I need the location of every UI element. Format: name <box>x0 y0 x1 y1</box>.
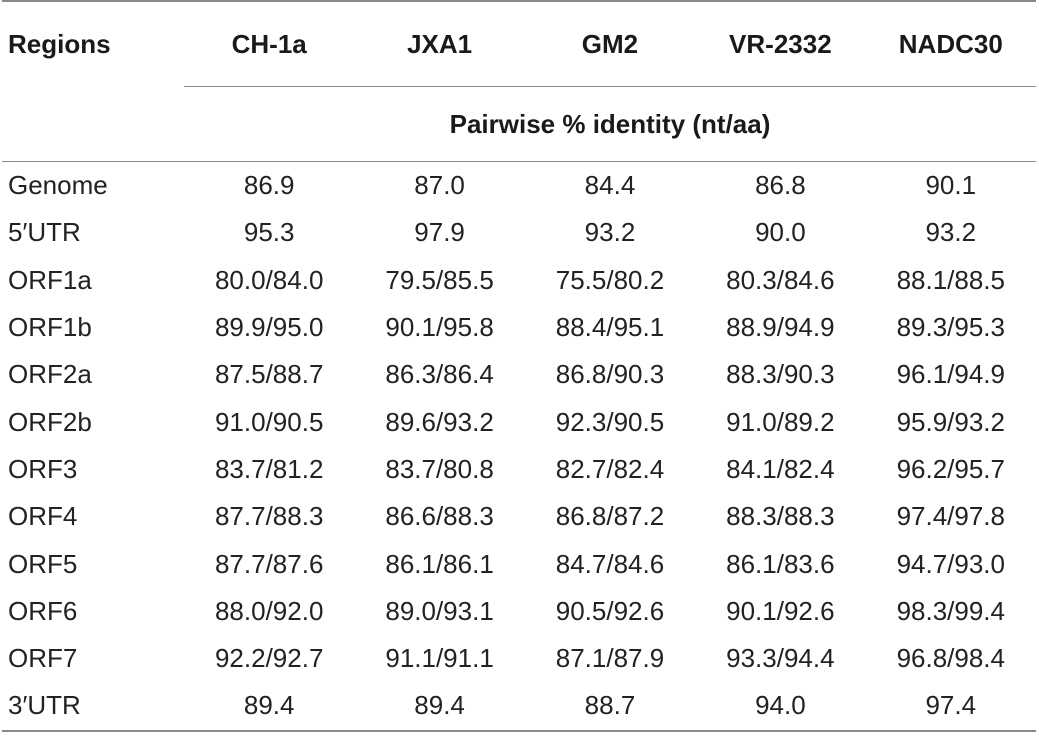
table-row: Genome 86.9 87.0 84.4 86.8 90.1 <box>2 162 1036 210</box>
row-region-label: Genome <box>8 170 108 201</box>
row-region-label: ORF1b <box>8 312 92 343</box>
identity-cell: 90.1/95.8 <box>385 312 494 343</box>
header-jxa1: JXA1 <box>354 0 525 87</box>
identity-cell: 89.9/95.0 <box>214 312 324 343</box>
identity-cell: 90.1/92.6 <box>726 595 835 626</box>
table-row: 3′UTR 89.4 89.4 88.7 94.0 97.4 <box>2 682 1036 732</box>
identity-cell: 86.9 <box>243 170 295 201</box>
header-gm2: GM2 <box>524 0 696 87</box>
identity-cell: 92.3/90.5 <box>555 406 665 437</box>
identity-cell: 89.0/93.1 <box>385 595 494 626</box>
row-region-label: ORF4 <box>8 501 78 532</box>
table-row: ORF1b 89.9/95.0 90.1/95.8 88.4/95.1 88.9/94.… <box>2 304 1036 351</box>
identity-cell: 93.2 <box>584 217 636 248</box>
identity-cell: 95.9/93.2 <box>896 406 1005 437</box>
identity-cell: 94.0 <box>695 682 866 732</box>
identity-cell: 98.3/99.4 <box>896 595 1005 626</box>
identity-cell: 88.9/94.9 <box>726 312 835 343</box>
identity-cell: 86.1/86.1 <box>385 548 494 579</box>
identity-cell: 86.6/88.3 <box>385 501 494 532</box>
identity-cell: 87.0 <box>414 170 465 201</box>
row-region-label: 5′UTR <box>8 217 81 248</box>
row-region-label: ORF2a <box>8 359 92 390</box>
identity-cell: 88.3/90.3 <box>726 359 835 390</box>
identity-cell: 88.4/95.1 <box>555 312 665 343</box>
table-row: ORF4 87.7/88.3 86.6/88.3 86.8/87.2 88.3/88.3… <box>2 493 1036 540</box>
identity-cell: 80.0/84.0 <box>214 264 324 295</box>
header-vr-2332: VR-2332 <box>695 0 866 87</box>
identity-cell: 83.7/81.2 <box>214 453 324 484</box>
identity-cell: 84.4 <box>584 170 636 201</box>
identity-cell: 93.2 <box>925 217 977 248</box>
table-row: ORF5 87.7/87.6 86.1/86.1 84.7/84.6 86.1/83.6… <box>2 540 1036 587</box>
identity-cell: 97.9 <box>414 217 465 248</box>
header-ch-1a: CH-1a <box>184 0 355 87</box>
table-row: 5′UTR 95.3 97.9 93.2 90.0 93.2 <box>2 209 1036 256</box>
table-row: ORF7 92.2/92.7 91.1/91.1 87.1/87.9 93.3/94.4… <box>2 635 1036 682</box>
identity-cell: 96.1/94.9 <box>896 359 1005 390</box>
identity-cell: 91.0/89.2 <box>726 406 835 437</box>
identity-cell: 86.8 <box>755 170 806 201</box>
table-row: ORF1a 80.0/84.0 79.5/85.5 75.5/80.2 80.3/84.… <box>2 257 1036 304</box>
subheader-row: Pairwise % identity (nt/aa) <box>2 86 1036 162</box>
row-region-label: ORF1a <box>8 264 92 295</box>
table-row: ORF3 83.7/81.2 83.7/80.8 82.7/82.4 84.1/82.4… <box>2 446 1036 493</box>
header-regions: Regions <box>2 0 184 87</box>
row-region-label: ORF2b <box>8 406 92 437</box>
identity-cell: 80.3/84.6 <box>726 264 835 295</box>
identity-cell: 93.3/94.4 <box>726 643 835 674</box>
identity-cell: 84.7/84.6 <box>555 548 665 579</box>
row-region-label: ORF5 <box>8 548 78 579</box>
identity-cell: 88.0/92.0 <box>214 595 324 626</box>
identity-cell: 84.1/82.4 <box>726 453 835 484</box>
identity-cell: 88.3/88.3 <box>726 501 835 532</box>
table-row: ORF2b 91.0/90.5 89.6/93.2 92.3/90.5 91.0/89.… <box>2 398 1036 445</box>
identity-cell: 88.7 <box>524 682 696 732</box>
header-row: Regions CH-1a JXA1 GM2 VR-2332 NADC30 <box>2 0 1036 87</box>
identity-cell: 90.1 <box>925 170 977 201</box>
identity-cell: 90.0 <box>755 217 806 248</box>
identity-cell: 87.7/88.3 <box>214 501 324 532</box>
identity-cell: 87.7/87.6 <box>214 548 324 579</box>
identity-cell: 96.8/98.4 <box>896 643 1005 674</box>
row-region-label: ORF7 <box>8 643 78 674</box>
table-body: Genome 86.9 87.0 84.4 86.8 90.1 5′UTR 95.3 97.9 9… <box>2 162 1036 732</box>
identity-cell: 86.3/86.4 <box>385 359 494 390</box>
pairwise-identity-table: Regions CH-1a JXA1 GM2 VR-2332 NADC30 Pa… <box>2 0 1036 732</box>
identity-cell: 90.5/92.6 <box>555 595 665 626</box>
identity-cell: 92.2/92.7 <box>214 643 324 674</box>
identity-cell: 82.7/82.4 <box>555 453 665 484</box>
identity-cell: 91.0/90.5 <box>214 406 324 437</box>
identity-cell: 79.5/85.5 <box>385 264 494 295</box>
identity-cell: 86.8/90.3 <box>555 359 665 390</box>
identity-cell: 91.1/91.1 <box>385 643 494 674</box>
identity-cell: 95.3 <box>243 217 295 248</box>
row-region-label: 3′UTR <box>2 682 184 732</box>
header-nadc30: NADC30 <box>865 0 1036 87</box>
identity-cell: 89.6/93.2 <box>385 406 494 437</box>
subheader-pairwise-identity: Pairwise % identity (nt/aa) <box>184 86 1036 162</box>
identity-cell: 87.5/88.7 <box>214 359 324 390</box>
row-region-label: ORF3 <box>8 453 78 484</box>
row-region-label: ORF6 <box>8 595 78 626</box>
identity-cell: 86.1/83.6 <box>726 548 835 579</box>
identity-cell: 88.1/88.5 <box>896 264 1005 295</box>
identity-cell: 89.3/95.3 <box>896 312 1005 343</box>
identity-cell: 89.4 <box>184 682 355 732</box>
identity-cell: 89.4 <box>354 682 525 732</box>
subheader-spacer <box>2 86 184 162</box>
identity-cell: 94.7/93.0 <box>896 548 1005 579</box>
identity-cell: 97.4 <box>865 682 1036 732</box>
identity-cell: 83.7/80.8 <box>385 453 494 484</box>
identity-cell: 96.2/95.7 <box>896 453 1005 484</box>
identity-cell: 87.1/87.9 <box>555 643 665 674</box>
identity-cell: 75.5/80.2 <box>555 264 665 295</box>
table-row: ORF6 88.0/92.0 89.0/93.1 90.5/92.6 90.1/92.6… <box>2 588 1036 635</box>
identity-cell: 86.8/87.2 <box>555 501 665 532</box>
identity-cell: 97.4/97.8 <box>896 501 1005 532</box>
table-row: ORF2a 87.5/88.7 86.3/86.4 86.8/90.3 88.3/90.… <box>2 351 1036 398</box>
